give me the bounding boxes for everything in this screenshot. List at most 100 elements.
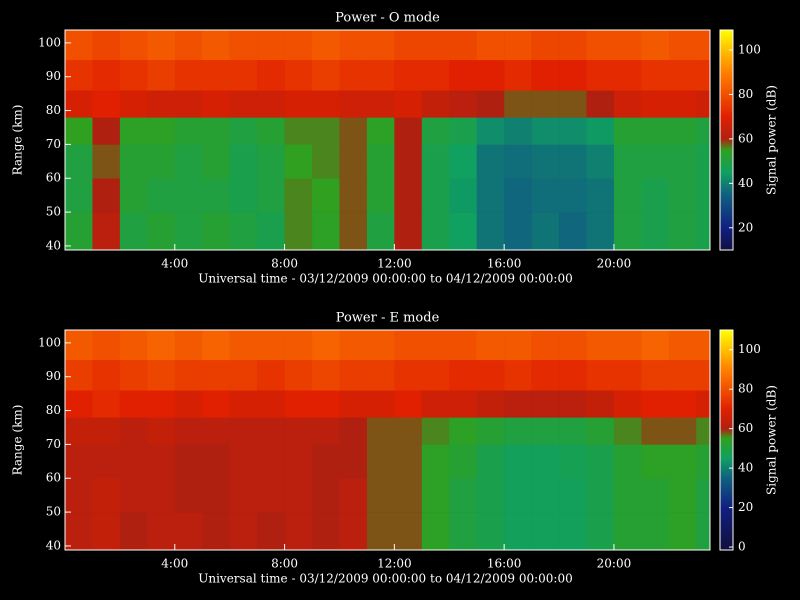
heatmap-cell [669,390,697,417]
heatmap-cell [339,330,367,360]
heatmap-cell [614,178,642,212]
heatmap-cell [559,444,587,478]
colorbar-label: Signal power (dB) [765,85,779,195]
heatmap-cell [614,144,642,178]
heatmap-cell [312,212,340,250]
heatmap-cell [669,330,697,360]
heatmap-cell [449,512,477,550]
heatmap-cell [641,60,669,91]
heatmap-cell [230,330,258,360]
heatmap-cell [120,212,148,250]
heatmap-cell [586,360,614,391]
heatmap-cell [257,390,285,417]
heatmap-cell [120,478,148,512]
heatmap-cell [641,330,669,360]
y-tick-label: 100 [38,35,61,49]
heatmap-cell [586,60,614,91]
heatmap-cell [312,417,340,444]
heatmap-cell [339,90,367,117]
heatmap-cell [202,512,230,550]
y-axis-label: Range (km) [11,405,25,476]
heatmap-cell [532,90,560,117]
heatmap-cell [367,117,395,144]
heatmap-cell [422,390,450,417]
heatmap-cell [202,330,230,360]
heatmap-cell [230,212,258,250]
heatmap-cell [175,144,203,178]
heatmap-cell [614,478,642,512]
heatmap-cell [641,144,669,178]
heatmap-cell [175,178,203,212]
heatmap-cell [312,178,340,212]
heatmap-cell [202,178,230,212]
heatmap-cell [394,212,422,250]
heatmap-cell [504,444,532,478]
heatmap-cell [696,444,710,478]
heatmap-cell [586,417,614,444]
heatmap-cell [65,144,93,178]
heatmap-cell [394,390,422,417]
heatmap-cell [92,117,120,144]
heatmap-cell [120,417,148,444]
heatmap-cell [285,144,313,178]
heatmap-cell [92,444,120,478]
heatmap-cell [504,512,532,550]
heatmap-cell [641,417,669,444]
heatmap-cell [257,90,285,117]
x-tick-label: 20:00 [597,257,632,271]
heatmap-cell [202,360,230,391]
heatmap-cell [92,30,120,60]
heatmap-cell [257,144,285,178]
heatmap-cell [230,30,258,60]
colorbar-tick-label: 100 [738,43,761,57]
heatmap-cell [477,212,505,250]
y-tick-label: 90 [46,69,61,83]
heatmap-cell [696,360,710,391]
heatmap-cell [559,478,587,512]
heatmap-cell [230,144,258,178]
heatmap-cell [586,178,614,212]
heatmap-cell [312,60,340,91]
heatmap-cell [669,117,697,144]
heatmap-cell [367,360,395,391]
heatmap-cell [339,178,367,212]
heatmap-cell [477,360,505,391]
heatmap-cell [532,360,560,391]
heatmap-cell [367,144,395,178]
heatmap-cell [147,144,175,178]
y-tick-label: 80 [46,403,61,417]
colorbar-tick-label: 40 [738,461,753,475]
heatmap-cell [559,512,587,550]
heatmap-cell [532,60,560,91]
heatmap-cell [285,444,313,478]
heatmap-cell [586,478,614,512]
heatmap-cell [394,60,422,91]
heatmap-cell [696,212,710,250]
heatmap-cell [614,360,642,391]
heatmap-cell [175,90,203,117]
heatmap-cell [422,90,450,117]
heatmap-cell [285,512,313,550]
heatmap-cell [147,178,175,212]
heatmap-cell [696,330,710,360]
heatmap-cell [120,390,148,417]
heatmap-cell [394,360,422,391]
heatmap-cell [504,178,532,212]
heatmap-cell [532,417,560,444]
heatmap-cell [202,444,230,478]
heatmap-cell [394,30,422,60]
heatmap-cell [120,30,148,60]
heatmap-cell [449,178,477,212]
x-tick-label: 16:00 [487,257,522,271]
heatmap-cell [477,60,505,91]
heatmap-cell [367,30,395,60]
heatmap-cell [257,117,285,144]
heatmap-cell [669,90,697,117]
heatmap-cell [257,417,285,444]
heatmap-cell [641,30,669,60]
heatmap-cell [422,478,450,512]
heatmap-cell [696,90,710,117]
heatmap-cell [641,90,669,117]
heatmap-cell [367,330,395,360]
heatmap-cell [559,330,587,360]
